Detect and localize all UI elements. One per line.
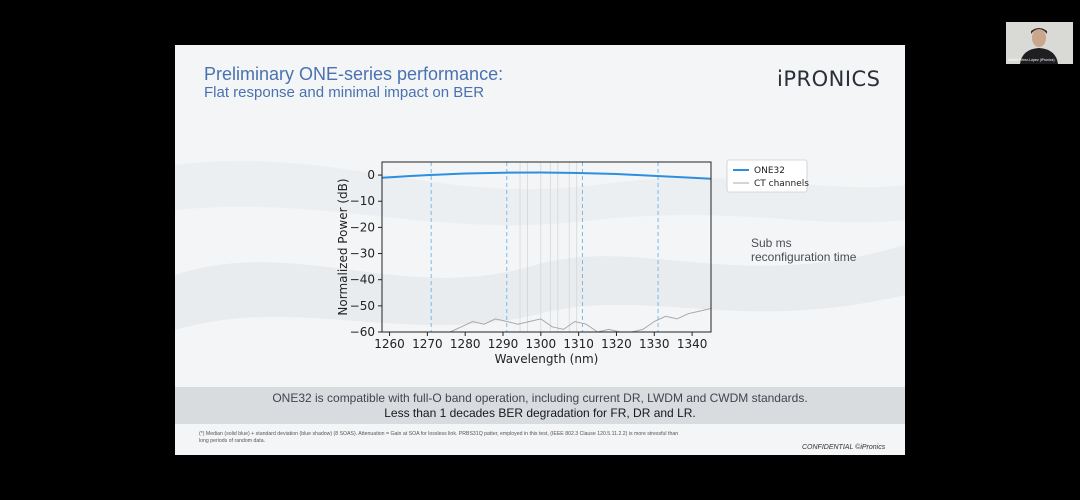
y-tick-label: −10 [350, 194, 375, 208]
background-texture [175, 160, 905, 330]
y-tick-label: 0 [367, 168, 375, 182]
webcam-thumbnail[interactable]: Daniel Pérez-López (iPronics) [1006, 22, 1073, 64]
y-tick-label: −30 [350, 247, 375, 261]
confidential-label: CONFIDENTIAL ©iPronics [802, 444, 886, 451]
x-tick-label: 1320 [601, 337, 632, 351]
legend-box [726, 159, 808, 193]
x-tick-label: 1260 [374, 337, 405, 351]
webcam-participant-name: Daniel Pérez-López (iPronics) [1008, 58, 1055, 62]
summary-banner: ONE32 is compatible with full-O band ope… [175, 387, 905, 424]
y-tick-label: −40 [350, 273, 375, 287]
slide-title: Preliminary ONE-series performance: [204, 64, 504, 84]
x-tick-label: 1300 [526, 337, 557, 351]
y-tick-label: −20 [350, 220, 375, 234]
slide-subtitle: Flat response and minimal impact on BER [204, 84, 485, 101]
legend-label-ct: CT channels [754, 179, 809, 189]
ct-channels-series-line [449, 308, 712, 333]
y-tick-label: −60 [350, 325, 375, 339]
plot-frame [381, 161, 712, 333]
power-vs-wavelength-chart: 1260 1270 1280 1290 1300 1310 1320 1330 1340 0 −10… [336, 159, 809, 366]
x-axis-label: Wavelength (nm) [495, 352, 599, 366]
side-note: Sub ms reconfiguration time [751, 236, 857, 264]
x-tick-label: 1280 [450, 337, 481, 351]
y-tick-label: −50 [350, 299, 375, 313]
x-tick-label: 1310 [563, 337, 594, 351]
x-tick-label: 1270 [412, 337, 443, 351]
x-tick-label: 1330 [639, 337, 670, 351]
banner-line-1: ONE32 is compatible with full-O band ope… [272, 391, 808, 405]
ipronics-logo: iPRONICS [777, 67, 881, 91]
person-silhouette [1020, 28, 1058, 64]
banner-line-2: Less than 1 decades BER degradation for … [384, 406, 696, 420]
legend-label-one32: ONE32 [754, 166, 785, 176]
x-tick-label: 1340 [677, 337, 708, 351]
presentation-slide: Preliminary ONE-series performance: Flat… [175, 45, 905, 455]
one32-series-line [381, 171, 712, 180]
y-axis-label: Normalized Power (dB) [336, 178, 350, 315]
footnote: (*) Median (solid blue) + standard devia… [199, 431, 679, 444]
x-tick-label: 1290 [488, 337, 519, 351]
